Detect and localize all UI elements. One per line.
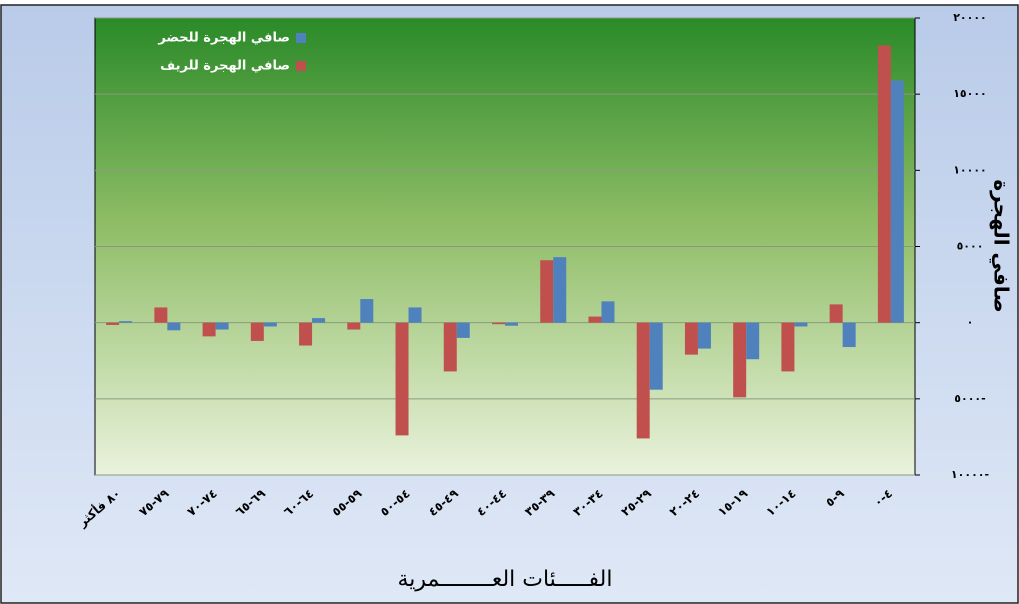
bar — [456, 322, 470, 338]
bar — [733, 322, 747, 398]
bar — [505, 322, 518, 326]
bar — [347, 322, 361, 330]
bar — [408, 307, 422, 323]
legend-label: صافي الهجرة للحضر — [157, 31, 290, 46]
legend-swatch — [296, 61, 306, 71]
bar — [781, 322, 795, 372]
bar — [263, 322, 277, 327]
legend-swatch — [296, 33, 306, 43]
bar — [154, 307, 168, 323]
y-tick-label: ١٠٠٠٠- — [951, 468, 989, 481]
bar — [492, 322, 505, 325]
bar — [106, 322, 120, 325]
bar — [684, 322, 698, 355]
y-tick-label: ٢٠٠٠٠ — [953, 11, 987, 24]
bar — [829, 304, 843, 323]
y-tick-label: ١٥٠٠٠ — [953, 87, 987, 100]
y-tick-label: ٥٠٠٠- — [954, 392, 985, 405]
bar — [553, 257, 567, 323]
y-axis-title: صافي الهجرة — [989, 179, 1014, 312]
bar — [890, 80, 904, 323]
bar — [312, 318, 326, 323]
bar — [794, 322, 808, 327]
bar — [697, 322, 711, 349]
bar — [119, 321, 133, 323]
bar — [540, 260, 554, 323]
y-tick-label: ٠ — [967, 316, 974, 329]
bar — [443, 322, 457, 372]
bar — [746, 322, 760, 360]
bar — [877, 45, 891, 323]
bar — [588, 316, 602, 323]
bar — [215, 322, 229, 330]
x-axis-title: الفـــــئات العــــــــمرية — [398, 567, 613, 592]
bar — [202, 322, 216, 337]
legend-label: صافي الهجرة للريف — [160, 59, 290, 74]
bar — [395, 322, 409, 436]
bar — [601, 301, 615, 323]
bar — [360, 299, 374, 323]
bar — [299, 322, 313, 346]
bar — [250, 322, 264, 341]
bar — [636, 322, 650, 439]
bar — [842, 322, 856, 348]
y-tick-label: ٥٠٠٠ — [957, 240, 984, 253]
bar — [167, 322, 181, 331]
y-tick-label: ١٠٠٠٠ — [953, 163, 987, 176]
bar — [649, 322, 663, 390]
